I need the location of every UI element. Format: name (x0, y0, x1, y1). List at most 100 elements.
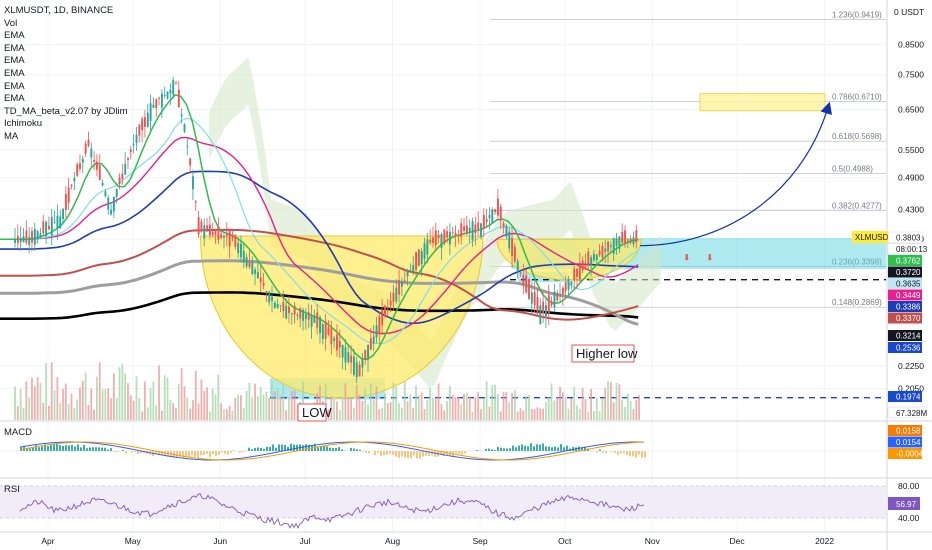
candle-body (426, 239, 429, 255)
volume-bar (612, 402, 615, 420)
candle-body (327, 327, 330, 335)
volume-bar (564, 397, 567, 420)
macd-histogram-bar (137, 451, 139, 455)
volume-bar (256, 396, 259, 420)
candle-body (338, 340, 341, 348)
candle-body (601, 245, 604, 258)
indicator-ema-5[interactable]: EMA (4, 80, 25, 92)
candle-body (217, 226, 220, 240)
candle-body (166, 91, 169, 99)
indicator-vol[interactable]: Vol (4, 17, 18, 29)
volume-bar (381, 407, 384, 420)
volume-bar (497, 393, 499, 420)
candle-body (211, 231, 214, 235)
rsi-label[interactable]: RSI (4, 484, 20, 495)
indicator-ema-6[interactable]: EMA (4, 93, 25, 105)
time-tick-aug: Aug (385, 536, 400, 546)
candle-body (228, 229, 231, 247)
volume-bar (132, 400, 135, 420)
volume-bar (118, 367, 121, 420)
volume-bar (67, 404, 70, 420)
macd-histogram-bar (635, 451, 637, 458)
macd-label[interactable]: MACD (4, 427, 32, 438)
macd-histogram-bar (260, 447, 262, 451)
fib-label: 0.382(0.4277) (832, 202, 882, 211)
price-tag (888, 312, 922, 324)
indicator-ema-4[interactable]: EMA (4, 67, 25, 79)
indicator-ichimoku[interactable]: Ichimoku (4, 118, 43, 130)
volume-bar (107, 388, 110, 420)
candle-body (381, 310, 384, 326)
macd-histogram-bar (524, 445, 526, 451)
volume-bar (285, 410, 288, 420)
candle-body (400, 281, 403, 287)
macd-histogram-bar (581, 447, 583, 451)
indicator-ema-3[interactable]: EMA (4, 55, 25, 67)
volume-bar (73, 407, 76, 420)
indicator-ma[interactable]: MA (4, 130, 19, 142)
volume-bar (149, 388, 152, 420)
candle-body (621, 231, 624, 243)
macd-histogram-bar (53, 443, 55, 451)
volume-bar (369, 383, 372, 420)
volume-bar (502, 392, 505, 420)
price-tick: 0.7500 (898, 70, 924, 80)
volume-bar (228, 406, 231, 420)
indicator-td-ma[interactable]: TD_MA_beta_v2.07 by JDlim (4, 105, 128, 117)
candle-body (505, 225, 508, 237)
volume-bar (183, 386, 186, 420)
candle-body (81, 158, 84, 163)
volume-bar (146, 407, 149, 420)
volume-bar (25, 381, 28, 420)
candle-body (513, 246, 516, 262)
candle-body (59, 216, 62, 229)
macd-histogram-bar (41, 446, 43, 451)
candle-body (443, 229, 446, 244)
candle-body (559, 294, 562, 296)
macd-histogram-bar (77, 444, 79, 451)
macd-histogram-bar (332, 448, 334, 451)
indicator-ema-1[interactable]: EMA (4, 30, 25, 42)
macd-histogram-bar (227, 451, 229, 455)
volume-bar (76, 399, 79, 420)
candle-body (336, 334, 338, 351)
volume-bar (350, 399, 352, 420)
candle-body (578, 262, 581, 280)
rsi-pane: 80.00 40.00 56.97 (0, 481, 920, 529)
volume-bar (547, 397, 550, 420)
volume-bar (375, 386, 378, 420)
macd-histogram-bar (632, 451, 634, 457)
candle-body (276, 303, 279, 308)
macd-histogram-bar (476, 450, 478, 451)
candle-body (87, 139, 90, 146)
macd-histogram-bar (389, 451, 391, 454)
ema-pink (0, 136, 639, 335)
price-tag-label: 0.3214 (896, 332, 921, 341)
candle-body (231, 234, 234, 239)
candle-body (93, 159, 96, 162)
volume-bar (516, 411, 519, 420)
candle-body (465, 225, 468, 234)
time-tick-apr: Apr (41, 536, 54, 546)
candle-body (14, 239, 17, 243)
volume-bar (48, 405, 50, 420)
candle-body (31, 231, 33, 243)
volume-bar (522, 410, 525, 420)
price-tick: 0.2050 (898, 384, 924, 394)
macd-histogram-bar (551, 447, 553, 451)
volume-bar (593, 411, 595, 420)
price-tag-label: 0.3449 (896, 291, 921, 300)
indicator-ema-2[interactable]: EMA (4, 42, 25, 54)
volume-bar (344, 383, 347, 420)
macd-histogram-bar (71, 444, 73, 451)
macd-histogram-bar (281, 444, 283, 451)
candle-body (615, 238, 618, 246)
macd-histogram-bar (98, 447, 100, 451)
volume-bar (454, 397, 457, 420)
time-axis[interactable]: Apr May Jun Jul Aug Sep Oct Nov Dec 2022 (41, 536, 834, 546)
ema-cyan (0, 117, 639, 345)
price-axis[interactable]: 0 USDT 0.8500 0.7500 0.6500 0.5500 0.4900 0.43… (852, 7, 928, 459)
symbol-title[interactable]: XLMUSDT, 1D, BINANCE (4, 5, 114, 16)
candle-body (542, 301, 545, 314)
